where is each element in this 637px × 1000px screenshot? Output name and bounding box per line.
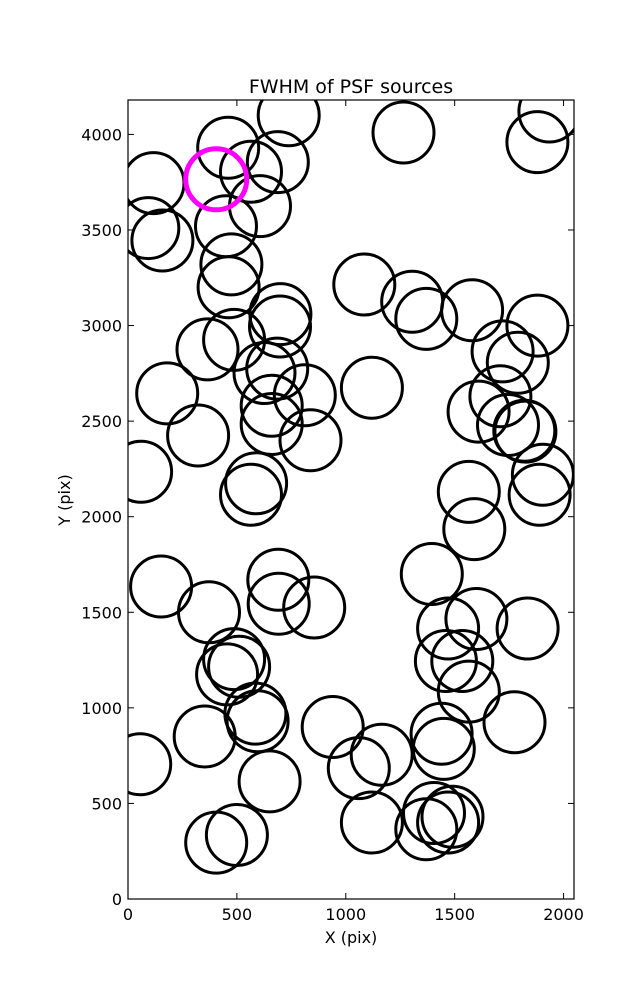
psf-source-marker [219,139,283,204]
y-tick-label: 500 [91,794,122,813]
psf-source-marker [225,689,290,754]
x-tick-label: 1500 [434,905,475,924]
psf-source-marker [239,392,304,456]
y-tick-label: 3500 [81,221,122,240]
y-tick-label: 0 [112,890,122,909]
psf-source-marker [505,293,570,358]
psf-source-marker [394,286,459,351]
psf-source-marker [237,749,302,814]
psf-source-marker [272,363,337,428]
psf-source-marker [175,317,240,382]
psf-source-marker [196,115,261,180]
y-tick-label: 1000 [81,699,122,718]
psf-source-marker [232,341,297,405]
psf-source-marker [446,379,511,444]
psf-source-marker [436,459,501,524]
psf-source-marker [248,294,312,359]
psf-source-marker [409,701,474,766]
psf-source-marker [371,100,436,165]
psf-source-marker [184,810,249,875]
plot-frame [127,99,575,900]
psf-source-marker [332,252,397,317]
y-tick-label: 3000 [81,317,122,336]
y-tick-label: 1500 [81,603,122,622]
psf-source-marker [517,100,574,144]
psf-source-marker [196,255,261,320]
psf-source-marker [339,790,404,855]
psf-source-marker [411,716,476,781]
psf-source-marker [282,575,347,640]
psf-source-marker [482,690,547,755]
highlighted-source-marker [183,146,250,213]
y-axis-label: Y (pix) [55,474,74,526]
psf-source-marker [349,722,414,787]
psf-source-marker [468,364,533,429]
psf-source-marker [444,587,509,651]
psf-source-marker [135,361,200,426]
psf-source-marker [245,336,310,401]
psf-source-marker [219,462,283,527]
psf-source-marker [239,373,304,438]
psf-source-marker [505,110,570,175]
psf-source-marker [245,130,310,195]
x-axis: 0 500 1000 1500 2000 [123,100,584,924]
data-markers [128,100,574,875]
psf-source-marker [493,399,558,464]
psf-source-marker [416,596,481,661]
psf-source-marker [470,319,535,384]
psf-source-marker [202,627,267,692]
y-axis: 0 500 1000 1500 2000 2500 3000 3500 4000 [81,125,574,909]
psf-source-marker [246,547,311,612]
y-tick-label: 2500 [81,412,122,431]
highlight-layer [183,146,250,213]
psf-source-marker [246,571,311,636]
psf-source-marker [402,781,466,845]
y-tick-label: 4000 [81,125,122,144]
psf-source-marker [420,784,485,849]
x-tick-label: 0 [123,905,133,924]
x-tick-label: 1000 [325,905,366,924]
psf-source-marker [128,732,173,797]
psf-source-marker [399,542,464,606]
psf-source-marker [326,736,391,801]
psf-source-marker [199,232,264,297]
x-axis-label: X (pix) [325,928,378,947]
psf-source-marker [495,596,560,661]
psf-source-marker [172,704,237,769]
psf-source-marker [440,278,505,343]
psf-source-marker [256,100,321,148]
psf-source-marker [130,208,195,273]
psf-source-marker [128,196,181,261]
psf-source-marker [416,790,481,855]
x-tick-label: 2000 [543,905,584,924]
psf-source-marker [300,695,365,759]
psf-source-marker [278,408,343,473]
x-tick-label: 500 [222,905,253,924]
y-tick-label: 2000 [81,508,122,527]
psf-source-marker [224,451,289,516]
psf-source-marker [128,439,174,504]
psf-source-marker [442,497,507,562]
psf-source-marker [507,462,572,527]
psf-source-marker [485,330,550,395]
psf-source-marker [339,355,404,420]
chart-title: FWHM of PSF sources [249,76,453,98]
psf-source-marker [430,629,495,693]
psf-source-marker [166,403,231,468]
